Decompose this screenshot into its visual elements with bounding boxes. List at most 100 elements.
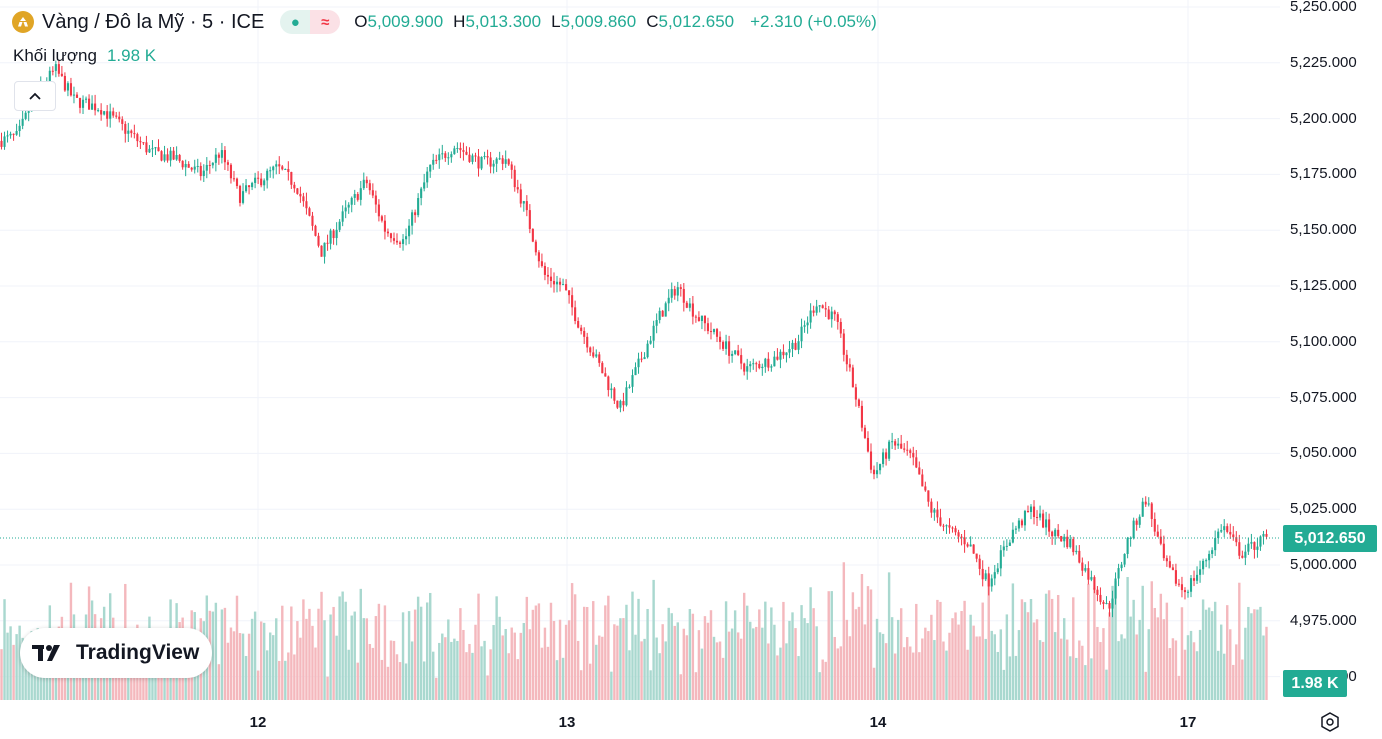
candle-body xyxy=(465,151,468,155)
volume-bar xyxy=(561,657,565,700)
candle-body xyxy=(1250,542,1253,544)
volume-bar xyxy=(573,594,577,700)
volume-bar xyxy=(1078,640,1081,700)
dot-icon[interactable]: ● xyxy=(280,10,311,34)
volume-bar xyxy=(407,611,411,700)
candle-body xyxy=(755,363,758,365)
settings-icon[interactable] xyxy=(1318,710,1342,734)
time-tick-label: 14 xyxy=(869,714,887,731)
volume-bar xyxy=(389,640,393,700)
volume-bar xyxy=(836,648,839,700)
volume-bar xyxy=(598,635,601,700)
volume-bar xyxy=(335,635,338,700)
volume-bar xyxy=(978,636,981,700)
candle-body xyxy=(782,351,785,356)
volume-bar xyxy=(495,596,498,700)
volume-bar xyxy=(275,618,278,700)
volume-bar xyxy=(398,662,402,700)
candle-body xyxy=(1084,568,1087,571)
candle-body xyxy=(374,195,377,205)
indicator-pill[interactable]: ● ≈ xyxy=(280,10,341,34)
volume-bar xyxy=(450,641,453,700)
volume-bar xyxy=(1069,656,1072,700)
candle-body xyxy=(136,134,139,142)
candle-body xyxy=(223,150,226,163)
volume-bar xyxy=(652,579,655,700)
volume-bar xyxy=(516,659,519,700)
symbol-title[interactable]: Vàng / Đô la Mỹ · 5 · ICE xyxy=(42,10,265,33)
volume-bar xyxy=(1072,597,1075,700)
tradingview-logo[interactable]: TradingView xyxy=(20,628,212,678)
price-tick-label: 5,075.000 xyxy=(1290,388,1357,406)
candle-body xyxy=(278,164,281,167)
volume-bar xyxy=(634,634,637,700)
volume-bar xyxy=(604,605,607,700)
candle-body xyxy=(320,245,323,257)
candle-body xyxy=(1208,553,1211,561)
volume-bar xyxy=(401,612,405,700)
volume-bar xyxy=(540,647,544,700)
volume-bar xyxy=(1120,634,1123,700)
volume-bar xyxy=(311,625,314,700)
volume-bar xyxy=(803,618,806,700)
volume-bar xyxy=(477,593,480,700)
volume-bar xyxy=(899,608,903,700)
candle-body xyxy=(341,211,344,222)
volume-bar xyxy=(474,624,477,700)
volume-bar xyxy=(933,640,936,700)
candle-body xyxy=(1144,501,1147,505)
volume-bar xyxy=(957,624,960,700)
volume-bar xyxy=(673,625,676,700)
volume-bar xyxy=(1041,641,1045,700)
volume-bar xyxy=(229,627,233,700)
candle-body xyxy=(477,156,480,169)
candle-body xyxy=(921,474,924,487)
ohlc-values: O5,009.900 H5,013.300 L5,009.860 C5,012.650 xyxy=(354,12,744,32)
candle-body xyxy=(842,333,845,355)
candle-body xyxy=(398,242,402,244)
candle-body xyxy=(1180,584,1184,591)
candle-body xyxy=(1217,531,1220,539)
candle-body xyxy=(3,136,6,147)
volume-bar xyxy=(272,635,275,700)
price-tick-label: 5,025.000 xyxy=(1290,500,1357,518)
candle-body xyxy=(966,544,969,547)
volume-bar xyxy=(0,649,3,700)
candle-body xyxy=(1042,513,1045,528)
volume-bar xyxy=(818,672,821,700)
candle-body xyxy=(981,568,984,580)
volume-bar xyxy=(1014,655,1018,700)
collapse-legend-button[interactable] xyxy=(14,81,56,111)
candle-body xyxy=(311,215,314,226)
candle-body xyxy=(471,155,474,162)
last-price-badge: 5,012.650 xyxy=(1283,525,1377,552)
candle-body xyxy=(474,155,477,157)
candle-body xyxy=(652,325,655,341)
volume-bar xyxy=(1174,640,1178,700)
volume-bar xyxy=(564,624,568,700)
candle-body xyxy=(1247,543,1250,552)
approx-icon[interactable]: ≈ xyxy=(310,10,341,34)
volume-bar xyxy=(256,670,260,700)
volume-bar xyxy=(1138,619,1141,700)
candle-body xyxy=(933,509,936,513)
candle-body xyxy=(1138,516,1141,525)
volume-bar xyxy=(1207,607,1211,700)
candle-body xyxy=(0,140,3,147)
volume-bar xyxy=(1075,657,1078,700)
candle-body xyxy=(160,151,163,161)
candle-body xyxy=(984,573,987,580)
candle-body xyxy=(854,387,857,400)
volume-bar xyxy=(1226,605,1229,700)
volume-bar xyxy=(1219,624,1223,700)
volume-bar xyxy=(752,628,755,700)
candle-body xyxy=(839,321,842,334)
price-tick-label: 5,150.000 xyxy=(1290,221,1357,239)
candle-body xyxy=(987,573,990,587)
candle-body xyxy=(552,280,556,285)
candle-body xyxy=(869,451,873,470)
candle-body xyxy=(103,111,106,115)
volume-bar xyxy=(498,616,501,700)
last-volume-badge: 1.98 K xyxy=(1283,670,1347,697)
